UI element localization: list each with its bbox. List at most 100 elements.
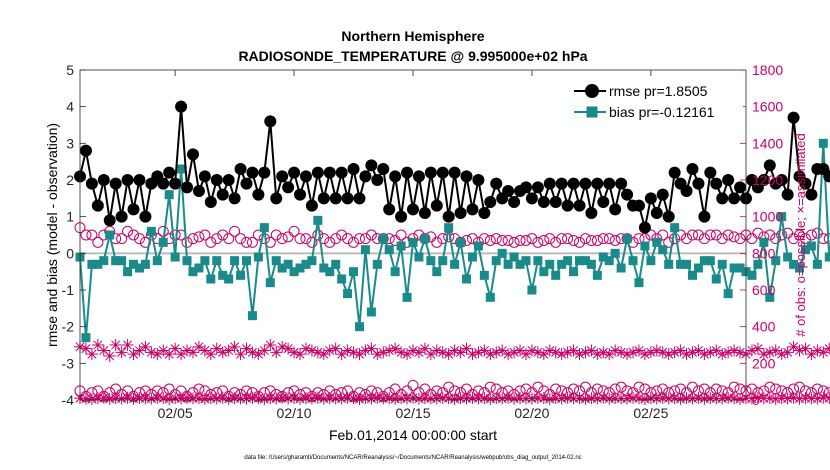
x-tick-label: 02/10 — [277, 405, 312, 421]
bias-point — [397, 242, 406, 251]
rmse-point — [92, 200, 104, 212]
rmse-point — [710, 178, 722, 190]
bias-point — [747, 271, 756, 280]
left-y-tick-label: 0 — [66, 245, 74, 261]
bias-point — [706, 256, 715, 265]
obs-assimilated-point — [110, 339, 122, 351]
rmse-point — [163, 167, 175, 179]
rmse-point — [80, 145, 92, 157]
rmse-point — [526, 192, 538, 204]
obs-assimilated-point — [157, 345, 169, 357]
rmse-point — [276, 170, 288, 182]
bias-point — [349, 267, 358, 276]
bias-point — [260, 223, 269, 232]
rmse-point — [669, 167, 681, 179]
bias-point — [611, 249, 620, 258]
bias-point — [230, 256, 239, 265]
bias-point — [147, 227, 156, 236]
bias-point — [165, 190, 174, 199]
rmse-point — [223, 174, 235, 186]
bias-point — [206, 275, 215, 284]
rmse-point — [359, 170, 371, 182]
bias-point — [224, 275, 233, 284]
bias-point — [617, 264, 626, 273]
rmse-point — [252, 189, 264, 201]
rmse-point — [734, 181, 746, 193]
bias-point — [658, 245, 667, 254]
rmse-point — [716, 192, 728, 204]
rmse-point — [633, 200, 645, 212]
bias-point — [355, 322, 364, 331]
bias-point — [343, 289, 352, 298]
obs-assimilated-point — [633, 345, 645, 357]
rmse-point — [520, 181, 532, 193]
obs-assimilated-point — [514, 345, 526, 357]
rmse-point — [484, 196, 496, 208]
bias-point — [718, 260, 727, 269]
rmse-point — [568, 178, 580, 190]
bias-point — [646, 256, 655, 265]
rmse-point — [139, 211, 151, 223]
bias-point — [670, 223, 679, 232]
rmse-point — [110, 178, 122, 190]
obs-assimilated-point — [133, 345, 145, 357]
data-file-footer: data file: /Users/gharamti/Documents/NCA… — [244, 455, 581, 461]
left-y-tick-label: 2 — [66, 172, 74, 188]
rmse-point — [187, 148, 199, 160]
rmse-point — [437, 167, 449, 179]
rmse-point — [550, 196, 562, 208]
bias-point — [200, 256, 209, 265]
chart-title-line2: RADIOSONDE_TEMPERATURE @ 9.995000e+02 hP… — [238, 48, 587, 64]
bias-point — [385, 245, 394, 254]
bias-point — [527, 286, 536, 295]
bias-point — [825, 253, 830, 262]
rmse-point — [217, 189, 229, 201]
bias-point — [569, 267, 578, 276]
obs-assimilated-point — [104, 350, 116, 362]
rmse-point — [235, 163, 247, 175]
rmse-point — [461, 170, 473, 182]
right-y-axis-label: # of obs: o=possible; ×=assimilated — [793, 133, 808, 336]
left-y-tick-label: 5 — [66, 62, 74, 78]
rmse-point — [365, 159, 377, 171]
rmse-point — [246, 167, 258, 179]
legend-bias-label: bias pr=-0.12161 — [609, 104, 715, 120]
rmse-point — [383, 203, 395, 215]
rmse-point — [443, 211, 455, 223]
bias-point — [456, 238, 465, 247]
rmse-point — [556, 178, 568, 190]
bias-point — [212, 256, 221, 265]
obs-assimilated-point — [568, 345, 580, 357]
bias-point — [379, 234, 388, 243]
rmse-point — [342, 192, 354, 204]
bias-point — [361, 245, 370, 254]
bias-point — [682, 260, 691, 269]
rmse-point — [258, 167, 270, 179]
rmse-point — [603, 178, 615, 190]
obs-assimilated-point — [122, 339, 134, 351]
rmse-point — [116, 211, 128, 223]
rmse-point — [651, 207, 663, 219]
rmse-point — [532, 181, 544, 193]
rmse-point — [413, 170, 425, 182]
bias-point — [593, 271, 602, 280]
rmse-point — [728, 192, 740, 204]
bias-point — [81, 333, 90, 342]
bias-point — [313, 216, 322, 225]
bias-point — [629, 256, 638, 265]
rmse-point — [508, 196, 520, 208]
rmse-point — [371, 174, 383, 186]
right-y-tick-label: 1200 — [752, 172, 783, 188]
bias-point — [171, 253, 180, 262]
bias-point — [153, 256, 162, 265]
rmse-point — [431, 200, 443, 212]
bias-point — [474, 242, 483, 251]
bias-point — [367, 308, 376, 317]
rmse-point — [686, 163, 698, 175]
right-y-tick-label: 1600 — [752, 99, 783, 115]
rmse-point — [782, 189, 794, 201]
bias-point — [236, 271, 245, 280]
x-tick-label: 02/25 — [633, 405, 668, 421]
rmse-point — [478, 207, 490, 219]
left-y-tick-label: 1 — [66, 209, 74, 225]
